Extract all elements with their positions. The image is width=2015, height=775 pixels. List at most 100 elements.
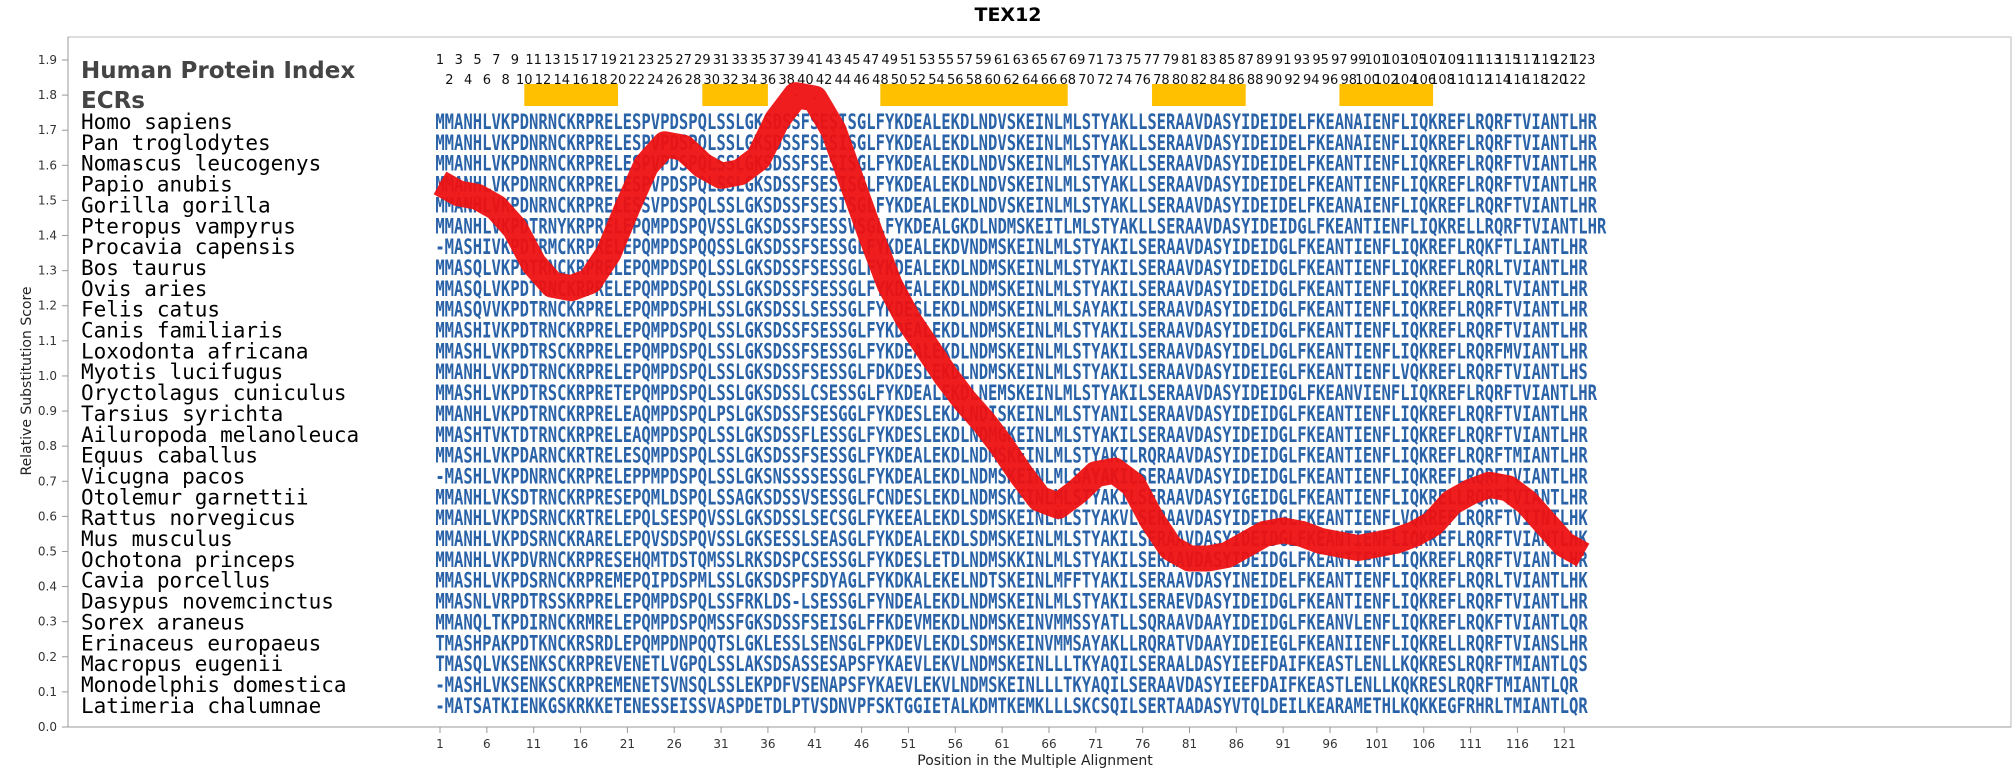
species-name: Homo sapiens — [81, 110, 233, 134]
x-axis: 1 6 11 16 21 26 31 36 41 46 51 56 61 66 71 76 81 86 91 96 10… — [68, 726, 2011, 751]
sequence-row: TMASQLVKSENKSCKRPREVENETLVGPQLSSLAKSDSAS… — [435, 652, 1587, 676]
x-tick-label: 111 — [1459, 737, 1482, 751]
index-number-even: 20 — [610, 73, 627, 88]
index-number-even: 50 — [891, 73, 908, 88]
score-point — [439, 181, 441, 184]
score-point — [1469, 490, 1472, 493]
index-number-even: 70 — [1078, 73, 1095, 88]
index-number-even: 76 — [1134, 73, 1151, 88]
x-axis-label: Position in the Multiple Alignment — [917, 753, 1153, 769]
score-point — [982, 420, 985, 423]
x-tick-label: 81 — [1182, 737, 1197, 751]
score-point — [1319, 539, 1322, 542]
y-tick-label: 1.3 — [38, 264, 57, 278]
score-point — [1450, 501, 1453, 504]
x-tick-label: 56 — [948, 737, 963, 751]
y-tick-label: 0.0 — [38, 720, 57, 734]
species-name: Felis catus — [81, 298, 220, 322]
index-number-even: 88 — [1247, 73, 1264, 88]
index-number-odd: 73 — [1106, 53, 1123, 68]
index-number-odd: 33 — [732, 53, 749, 68]
index-number-even: 116 — [1505, 73, 1530, 88]
index-number-even: 104 — [1393, 73, 1418, 88]
index-number-even: 10 — [516, 73, 533, 88]
index-number-even: 30 — [703, 73, 720, 88]
species-name: Oryctolagus cuniculus — [81, 381, 347, 405]
human-protein-index: 1 3 5 7 9 11 13 15 17 19 21 23 25 27 29 31 33 35 37 39 41 43 4… — [436, 53, 1596, 88]
index-number-odd: 83 — [1200, 53, 1217, 68]
y-tick-label: 1.4 — [38, 229, 57, 243]
index-number-odd: 69 — [1069, 53, 1086, 68]
index-number-even: 78 — [1153, 73, 1170, 88]
y-tick-label: 0.4 — [38, 580, 57, 594]
species-name: Canis familiaris — [81, 319, 283, 343]
index-number-even: 92 — [1284, 73, 1301, 88]
index-number-odd: 17 — [582, 53, 599, 68]
sequence-row: MMASHLVKPDSRNCKRPREMEPQIPDSPMLSSLGKSDSPF… — [435, 569, 1588, 593]
x-tick-label: 41 — [807, 737, 822, 751]
species-name: Loxodonta africana — [81, 339, 309, 363]
x-tick-label: 6 — [483, 737, 491, 751]
index-number-odd: 93 — [1294, 53, 1311, 68]
x-tick-label: 21 — [620, 737, 635, 751]
index-number-even: 26 — [666, 73, 683, 88]
x-tick-label: 86 — [1229, 737, 1244, 751]
ecrs-label: ECRs — [81, 88, 145, 114]
index-number-odd: 87 — [1237, 53, 1254, 68]
score-point — [1169, 546, 1172, 549]
index-number-even: 112 — [1468, 73, 1493, 88]
index-number-even: 94 — [1303, 73, 1320, 88]
species-name: Bos taurus — [81, 256, 207, 280]
score-point — [532, 262, 535, 265]
species-name: Erinaceus europaeus — [81, 631, 321, 655]
species-name: Ovis aries — [81, 277, 207, 301]
index-number-odd: 19 — [600, 53, 617, 68]
ecr-bar — [702, 84, 768, 106]
y-axis-label: Relative Substitution Score — [19, 286, 35, 475]
index-number-even: 100 — [1355, 73, 1380, 88]
score-point — [645, 164, 648, 167]
species-name: Myotis lucifugus — [81, 360, 283, 384]
score-point — [626, 206, 629, 209]
score-point — [888, 283, 891, 286]
index-number-even: 64 — [1022, 73, 1039, 88]
score-point — [588, 280, 591, 283]
index-number-even: 98 — [1341, 73, 1358, 88]
index-number-odd: 99 — [1350, 53, 1367, 68]
species-name: Macropus eugenii — [81, 652, 283, 676]
score-point — [963, 399, 966, 402]
sequence-row: MMASQLVKPDTRNCKRPRELEPQMPDSPQLSSLGKSDSSF… — [435, 256, 1588, 280]
x-tick-label: 51 — [901, 737, 916, 751]
index-number-even: 56 — [947, 73, 964, 88]
index-number-odd: 5 — [473, 53, 481, 68]
species-name: Gorilla gorilla — [81, 193, 271, 217]
sequence-row: MMANHLVKPDNRNCKRPRELESPVPDSPQLSSLGKSDSSF… — [435, 152, 1597, 176]
index-number-odd: 35 — [750, 53, 767, 68]
index-number-even: 22 — [628, 73, 645, 88]
index-number-odd: 3 — [455, 53, 463, 68]
x-tick-label: 16 — [573, 737, 588, 751]
score-point — [682, 146, 685, 149]
index-number-even: 28 — [685, 73, 702, 88]
score-point — [1488, 483, 1491, 486]
score-point — [1263, 532, 1266, 535]
index-number-even: 58 — [966, 73, 983, 88]
index-number-odd: 63 — [1013, 53, 1030, 68]
index-number-odd: 47 — [863, 53, 880, 68]
y-tick-label: 1.5 — [38, 193, 57, 207]
sequence-row: MMASHLVKPDTRSCKRPRELEPQMPDSPQLSSLGKSDSSF… — [435, 339, 1588, 363]
index-number-even: 106 — [1411, 73, 1436, 88]
species-name: Nomascus leucogenys — [81, 152, 321, 176]
x-tick-label: 106 — [1412, 737, 1435, 751]
species-name: Pan troglodytes — [81, 131, 271, 155]
score-point — [457, 192, 460, 195]
x-tick-label: 36 — [760, 737, 775, 751]
index-number-odd: 101 — [1364, 53, 1389, 68]
score-point — [701, 164, 704, 167]
index-number-odd: 97 — [1331, 53, 1348, 68]
index-number-odd: 117 — [1514, 53, 1539, 68]
species-name: Cavia porcellus — [81, 569, 271, 593]
index-number-odd: 115 — [1496, 53, 1521, 68]
